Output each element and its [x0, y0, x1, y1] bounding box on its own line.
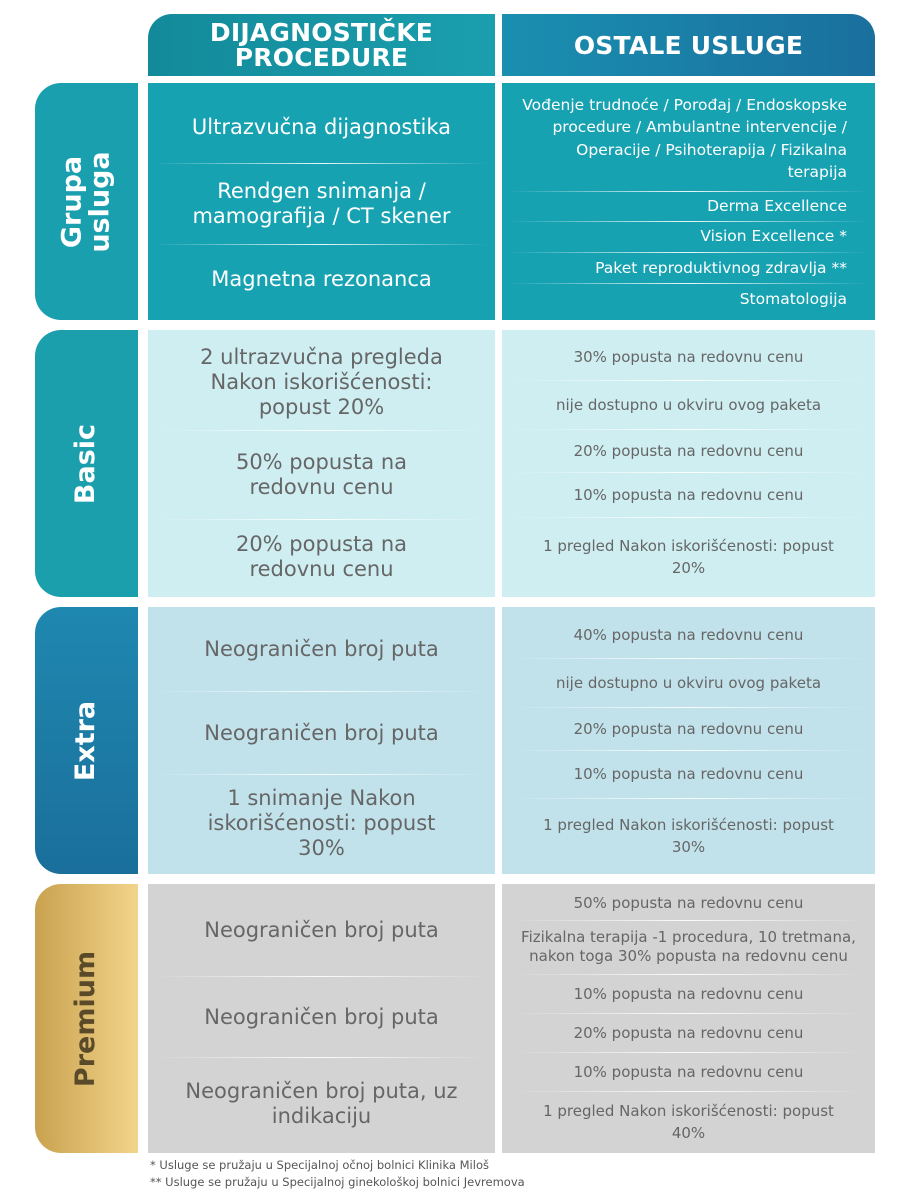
- divider: [154, 691, 489, 692]
- basic-other-cell-5: 1 pregled Nakon iskorišćenosti: popust 2…: [543, 537, 834, 577]
- row-label-grupa-text: Grupa usluga: [56, 150, 116, 253]
- divider: [154, 976, 489, 977]
- footnote-1: * Usluge se pružaju u Specijalnoj očnoj …: [150, 1158, 489, 1172]
- divider: [508, 798, 869, 799]
- row-label-premium: Premium: [35, 884, 138, 1153]
- extra-diag-cell-3: 1 snimanje Nakon iskorišćenosti: popust …: [207, 785, 436, 860]
- divider: [154, 244, 489, 245]
- basic-diagnostic-panel: 2 ultrazvučna pregleda Nakon iskorišćeno…: [148, 330, 495, 597]
- header-diagnostic-label: DIJAGNOSTIČKE PROCEDURE: [209, 18, 434, 72]
- row-label-basic-text: Basic: [70, 423, 102, 504]
- divider: [508, 472, 869, 473]
- basic-other-cell-3: 20% popusta na redovnu cenu: [573, 442, 804, 460]
- grupa-other-cell-3: Vision Excellence *: [700, 227, 847, 246]
- divider: [508, 974, 869, 975]
- divider: [508, 429, 869, 430]
- premium-diag-cell-1: Neograničen broj puta: [204, 917, 439, 942]
- divider: [508, 380, 869, 381]
- extra-other-cell-3: 20% popusta na redovnu cenu: [573, 720, 804, 738]
- header-other-services: OSTALE USLUGE: [502, 14, 875, 76]
- grupa-other-cell-4: Paket reproduktivnog zdravlja **: [595, 258, 847, 277]
- premium-diag-cell-3: Neograničen broj puta, uz indikaciju: [185, 1079, 458, 1128]
- divider: [508, 1052, 869, 1053]
- basic-other-cell-1: 30% popusta na redovnu cenu: [573, 348, 804, 366]
- basic-diag-cell-3: 20% popusta na redovnu cenu: [235, 531, 408, 581]
- premium-other-panel: 50% popusta na redovnu cenu Fizikalna te…: [502, 884, 875, 1153]
- grupa-diag-cell-3: Magnetna rezonanca: [211, 266, 432, 291]
- divider: [508, 191, 869, 192]
- basic-other-cell-4: 10% popusta na redovnu cenu: [573, 485, 804, 504]
- divider: [508, 252, 869, 253]
- row-label-basic: Basic: [35, 330, 138, 597]
- extra-diagnostic-panel: Neograničen broj puta Neograničen broj p…: [148, 607, 495, 874]
- divider: [508, 707, 869, 708]
- divider: [508, 750, 869, 751]
- row-label-extra-text: Extra: [70, 700, 102, 781]
- extra-diag-cell-2: Neograničen broj puta: [204, 720, 439, 745]
- basic-diag-cell-2: 50% popusta na redovnu cenu: [235, 450, 408, 499]
- basic-other-cell-2: nije dostupno u okviru ovog paketa: [555, 396, 822, 414]
- row-label-grupa: Grupa usluga: [35, 83, 138, 320]
- premium-other-cell-1: 50% popusta na redovnu cenu: [573, 894, 804, 912]
- premium-other-cell-2: Fizikalna terapija -1 procedura, 10 tret…: [521, 928, 856, 965]
- row-label-extra: Extra: [35, 607, 138, 874]
- premium-other-cell-3: 10% popusta na redovnu cenu: [573, 984, 804, 1003]
- extra-other-cell-4: 10% popusta na redovnu cenu: [573, 765, 804, 783]
- divider: [508, 658, 869, 659]
- premium-diag-cell-2: Neograničen broj puta: [204, 1004, 439, 1029]
- basic-diag-cell-1: 2 ultrazvučna pregleda Nakon iskorišćeno…: [200, 344, 443, 419]
- divider: [154, 519, 489, 520]
- basic-other-panel: 30% popusta na redovnu cenu nije dostupn…: [502, 330, 875, 597]
- extra-other-cell-5: 1 pregled Nakon iskorišćenosti: popust 3…: [543, 816, 834, 856]
- divider: [508, 221, 869, 222]
- grupa-diag-cell-1: Ultrazvučna dijagnostika: [191, 114, 452, 139]
- premium-other-cell-4: 20% popusta na redovnu cenu: [573, 1023, 804, 1042]
- extra-other-cell-2: nije dostupno u okviru ovog paketa: [555, 674, 822, 692]
- divider: [154, 1057, 489, 1058]
- divider: [508, 1091, 869, 1092]
- extra-other-panel: 40% popusta na redovnu cenu nije dostupn…: [502, 607, 875, 874]
- grupa-other-cell-5: Stomatologija: [739, 289, 847, 308]
- header-other-label: OSTALE USLUGE: [573, 30, 804, 60]
- grupa-other-cell-2: Derma Excellence: [707, 196, 847, 215]
- grupa-diag-cell-2: Rendgen snimanja / mamografija / CT sken…: [192, 179, 451, 228]
- premium-other-cell-5: 10% popusta na redovnu cenu: [573, 1062, 804, 1081]
- divider: [154, 774, 489, 775]
- premium-other-cell-6: 1 pregled Nakon iskorišćenosti: popust 4…: [543, 1102, 834, 1142]
- grupa-other-panel: Vođenje trudnoće / Porođaj / Endoskopske…: [502, 83, 875, 320]
- grupa-diagnostic-panel: Ultrazvučna dijagnostika Rendgen snimanj…: [148, 83, 495, 320]
- row-label-premium-text: Premium: [70, 950, 102, 1087]
- extra-other-cell-1: 40% popusta na redovnu cenu: [573, 626, 804, 644]
- grupa-other-cell-1: Vođenje trudnoće / Porođaj / Endoskopske…: [522, 95, 847, 182]
- divider: [508, 1013, 869, 1014]
- divider: [508, 283, 869, 284]
- premium-diagnostic-panel: Neograničen broj puta Neograničen broj p…: [148, 884, 495, 1153]
- divider: [508, 920, 869, 921]
- extra-diag-cell-1: Neograničen broj puta: [204, 636, 439, 661]
- footnote-2: ** Usluge se pružaju u Specijalnoj ginek…: [150, 1175, 525, 1189]
- divider: [154, 163, 489, 164]
- header-diagnostic-procedures: DIJAGNOSTIČKE PROCEDURE: [148, 14, 495, 76]
- divider: [508, 517, 869, 518]
- divider: [154, 430, 489, 431]
